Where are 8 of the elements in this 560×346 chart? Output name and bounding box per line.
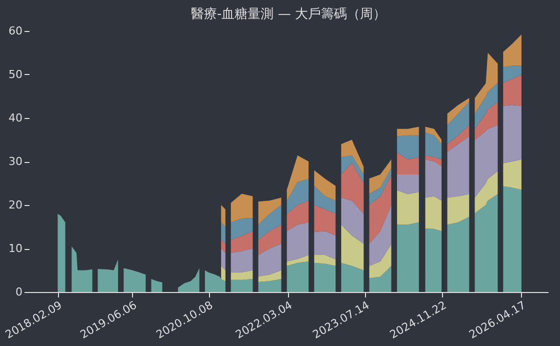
y-tick-label: 0 [16,286,22,298]
y-tick-label: 60 [8,24,22,38]
y-tick-label: 50 [8,68,22,81]
y-tick-label: 20 [8,198,22,212]
y-tick-label: 30 [8,155,22,168]
y-tick-label: 40 [8,112,22,124]
chart-title: 醫療-血糖量測 — 大戶籌碼（周） [191,7,386,22]
y-tick-label: 10 [8,242,22,255]
